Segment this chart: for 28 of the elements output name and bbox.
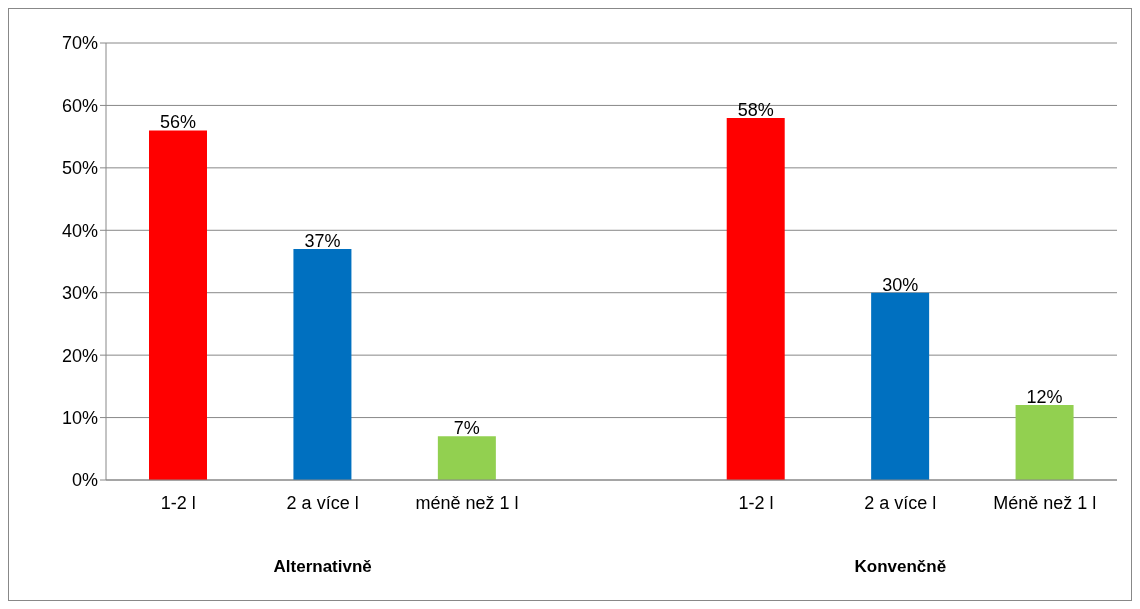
bar <box>437 436 496 480</box>
bar <box>726 117 785 480</box>
data-label: 56% <box>159 112 197 133</box>
data-label: 37% <box>304 231 341 252</box>
bar <box>293 249 352 480</box>
data-label: 58% <box>737 99 774 120</box>
data-label: 30% <box>882 274 919 295</box>
data-label: 12% <box>1026 387 1063 408</box>
x-tick-label: méně než 1 l <box>415 492 519 513</box>
y-tick-label: 0% <box>71 470 98 491</box>
x-tick-label: Méně než 1 l <box>993 492 1097 513</box>
bar <box>871 292 930 480</box>
bar <box>149 130 207 480</box>
x-tick-label: 1-2 l <box>160 492 196 513</box>
y-tick-label: 30% <box>61 283 98 304</box>
y-tick-label: 70% <box>61 33 98 54</box>
y-tick-label: 50% <box>61 158 98 179</box>
data-label: 7% <box>453 418 480 439</box>
y-tick-label: 60% <box>61 95 98 116</box>
y-tick-label: 20% <box>61 345 98 366</box>
x-tick-label: 2 a více l <box>286 492 359 513</box>
text: Konvenčně <box>853 557 948 577</box>
text: Alternativně <box>272 557 373 577</box>
y-tick-label: 40% <box>61 220 98 241</box>
x-tick-label: 1-2 l <box>738 492 774 513</box>
x-tick-label: 2 a více l <box>864 492 937 513</box>
y-tick-label: 10% <box>61 407 98 428</box>
bar <box>1015 405 1074 480</box>
